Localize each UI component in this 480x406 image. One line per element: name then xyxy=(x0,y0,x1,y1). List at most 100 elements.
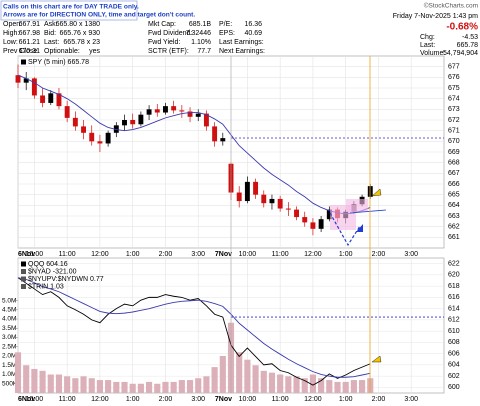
y-tick-label: 674 xyxy=(448,96,460,103)
volume-bar xyxy=(121,381,128,393)
quote-value: 667.98 xyxy=(19,30,41,37)
candle-body xyxy=(236,192,242,202)
dashed-v xyxy=(329,212,361,247)
quote-label: High: xyxy=(3,30,19,37)
candle-body xyxy=(81,126,86,133)
legend-swatch xyxy=(21,59,26,65)
legend-swatch xyxy=(21,261,26,267)
x-tick-label: 3:00 xyxy=(191,251,205,258)
quote-label: P/E: xyxy=(219,21,232,28)
quote-label: Next Earnings: xyxy=(219,48,265,55)
x-tick-label: 1:00 xyxy=(339,251,353,258)
y2-tick-label: 1.0M xyxy=(2,371,16,378)
candle-body xyxy=(154,109,160,113)
status-label: Chg: xyxy=(420,34,435,41)
status-value: 665.78 xyxy=(457,42,479,49)
volume-bar xyxy=(96,380,103,393)
candle-body xyxy=(203,113,209,127)
y2-tick-label: 3.5M xyxy=(2,325,16,332)
quote-label: Optionable: xyxy=(44,48,80,55)
candle-body xyxy=(277,198,283,209)
candle-body xyxy=(48,93,54,103)
x-tick-label: 2:00 xyxy=(159,251,173,258)
legend-label: QQQ 604.16 xyxy=(28,261,68,268)
quote-value: 667.91 xyxy=(19,21,41,28)
y-tick-label: 610 xyxy=(448,328,460,335)
y-tick-label: 663 xyxy=(448,213,460,220)
quote-value: 661.21 xyxy=(19,39,41,46)
x-tick-label: 10:00 xyxy=(26,251,44,258)
y-tick-label: 622 xyxy=(448,260,460,267)
series-line xyxy=(17,74,371,215)
candle-body xyxy=(146,109,152,115)
y-tick-label: 662 xyxy=(448,224,460,231)
banner-line: Calls on this chart are for DAY TRADE on… xyxy=(3,3,139,10)
x-tick-label: 10:00 xyxy=(239,396,257,403)
volume-bar xyxy=(55,374,63,393)
volume-bar xyxy=(178,380,185,393)
quote-label: EPS: xyxy=(219,30,235,37)
candle-body xyxy=(31,78,37,96)
x-tick-label: 6Nov xyxy=(18,251,35,258)
quote-value: 77.7 xyxy=(197,48,211,55)
candle-body xyxy=(40,95,46,103)
candle-body xyxy=(138,114,144,125)
volume-bar xyxy=(277,374,284,393)
y2-tick-label: 4.0M xyxy=(2,316,16,323)
y-tick-label: 670 xyxy=(448,138,460,145)
candle-body xyxy=(163,106,168,113)
volume-bar xyxy=(203,376,210,393)
legend-label: SPY (5 min) 665.78 xyxy=(28,59,89,66)
status-label: Volume: xyxy=(420,50,445,57)
x-tick-label: 3:00 xyxy=(404,396,418,403)
volume-bar xyxy=(47,374,54,393)
volume-bar xyxy=(137,383,144,393)
candle-body xyxy=(187,111,193,117)
legend-label: $NYUPV:$NYDWN 0.77 xyxy=(28,276,104,283)
quote-value: 685.1B xyxy=(189,21,212,28)
x-tick-label: 3:00 xyxy=(404,251,418,258)
y2-tick-label: 500K xyxy=(2,380,18,387)
y-tick-label: 612 xyxy=(448,317,460,324)
candle-body xyxy=(212,126,218,142)
quote-label: Prev Close: xyxy=(3,48,39,55)
banner-box xyxy=(0,0,138,21)
y-tick-label: 600 xyxy=(448,384,460,391)
volume-bar xyxy=(334,381,341,393)
candle-body xyxy=(72,117,78,127)
y-tick-label: 661 xyxy=(448,234,460,241)
volume-bar xyxy=(162,381,169,393)
y2-tick-label: 1.5M xyxy=(2,362,16,369)
quote-label: Mkt Cap: xyxy=(148,21,176,28)
volume-bar xyxy=(31,368,38,393)
volume-bar xyxy=(309,374,316,393)
candle-body xyxy=(130,120,136,125)
candle-body xyxy=(15,75,21,83)
volume-bar xyxy=(252,365,259,393)
candle-body xyxy=(113,125,119,133)
x-tick-label: 11:00 xyxy=(59,396,76,403)
quote-value: 665.80 x 1380 xyxy=(56,21,100,28)
legend-swatch xyxy=(21,269,26,274)
volume-bar xyxy=(326,380,333,393)
x-tick-label: 3:00 xyxy=(191,396,205,403)
x-tick-label: 1:00 xyxy=(339,396,353,403)
y-tick-label: 664 xyxy=(448,202,460,209)
candle-body xyxy=(97,141,103,144)
status-value: 54,794,904 xyxy=(443,50,478,57)
candle-body xyxy=(269,198,275,204)
volume-bar xyxy=(23,365,30,393)
y-tick-label: 671 xyxy=(448,128,460,135)
y-tick-label: 672 xyxy=(448,117,460,124)
volume-bar xyxy=(72,378,79,393)
volume-bar xyxy=(260,370,267,393)
quote-label: Fwd Dividend: xyxy=(148,30,192,37)
y-tick-label: 668 xyxy=(448,160,460,167)
y-tick-label: 669 xyxy=(448,149,460,156)
quote-label: Last Earnings: xyxy=(219,39,264,46)
datetime: Friday 7-Nov-2025 1:43 pm xyxy=(393,13,478,20)
y-tick-label: 608 xyxy=(448,339,460,346)
volume-bar xyxy=(244,359,251,393)
y-tick-label: 602 xyxy=(448,373,460,380)
